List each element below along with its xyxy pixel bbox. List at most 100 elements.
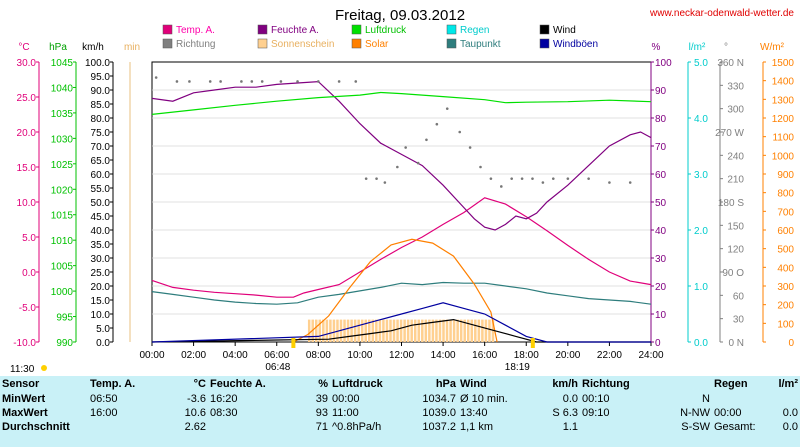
x-tick-label: 12:00 bbox=[389, 350, 414, 361]
direction-point bbox=[587, 177, 590, 180]
sunshine-bar bbox=[470, 319, 474, 342]
wind-axis-tick-label: 55.0 bbox=[91, 184, 111, 195]
temp-axis-tick-label: -5.0 bbox=[19, 303, 37, 314]
humidity-axis-tick-label: 60 bbox=[655, 170, 667, 181]
wind-axis-tick-label: 35.0 bbox=[91, 240, 111, 251]
direction-point bbox=[317, 80, 320, 83]
rain-axis-tick-label: 0.0 bbox=[694, 338, 708, 349]
legend-label: Windböen bbox=[553, 39, 598, 50]
direction-point bbox=[479, 165, 482, 169]
x-tick-label: 02:00 bbox=[181, 350, 206, 361]
sunshine-bar bbox=[452, 319, 456, 342]
sunshine-bar bbox=[481, 319, 484, 342]
stats-row-max: MaxWert 16:00 10.6 08:30 93 11:00 1039.0… bbox=[0, 406, 800, 420]
humidity-axis-tick-label: 90 bbox=[655, 86, 667, 97]
sunshine-bar bbox=[410, 319, 413, 342]
x-tick-label: 06:00 bbox=[264, 350, 289, 361]
cell-wind-value: S 6.3 bbox=[552, 407, 578, 419]
wind-axis-tick-label: 5.0 bbox=[96, 324, 110, 335]
direction-point bbox=[354, 80, 358, 83]
wind-axis-tick-label: 95.0 bbox=[91, 72, 111, 83]
solar-axis-tick-label: 500 bbox=[777, 245, 794, 256]
sunset-label: 18:19 bbox=[505, 362, 530, 373]
wind-axis-tick-label: 25.0 bbox=[91, 268, 111, 279]
direction-axis-tick-label: 360 N bbox=[717, 58, 744, 69]
pressure-axis-tick-label: 1020 bbox=[51, 185, 74, 196]
pressure-axis-tick-label: 1040 bbox=[51, 83, 74, 94]
legend-label: Taupunkt bbox=[460, 39, 501, 50]
series-line-luftdruck bbox=[151, 91, 652, 115]
sunshine-bar bbox=[307, 319, 311, 342]
row-label: MaxWert bbox=[2, 407, 48, 419]
pressure-axis-tick-label: 1025 bbox=[51, 160, 74, 171]
cell-temp-time: 16:00 bbox=[90, 407, 118, 419]
temp-axis-tick-label: 25.0 bbox=[17, 93, 37, 104]
cell-humidity-time: 08:30 bbox=[210, 407, 238, 419]
cell-temp-value: 2.62 bbox=[184, 421, 206, 433]
solar-axis-tick-label: 1100 bbox=[772, 133, 794, 144]
sunrise-label: 06:48 bbox=[265, 362, 290, 373]
cell-direction-value: S-SW bbox=[681, 421, 710, 433]
sunshine-bar bbox=[477, 319, 481, 342]
x-tick-label: 20:00 bbox=[555, 350, 580, 361]
stats-header-row: Sensor Temp. A. °C Feuchte A. % Luftdruc… bbox=[0, 376, 800, 392]
cell-pressure-trend: ^0.8hPa/h bbox=[332, 421, 382, 433]
axis-unit-temp: °C bbox=[18, 42, 29, 53]
direction-point bbox=[404, 146, 407, 149]
cell-rain-value: 0.0 bbox=[782, 407, 798, 419]
sunshine-bar bbox=[438, 319, 442, 342]
direction-point bbox=[154, 76, 158, 79]
wind-axis-tick-label: 15.0 bbox=[91, 296, 111, 307]
cell-wind-time: Ø 10 min. bbox=[460, 393, 508, 405]
sunshine-bar bbox=[357, 319, 360, 342]
sunshine-bar bbox=[466, 319, 470, 342]
cell-direction-value: N-NW bbox=[680, 407, 710, 419]
series-line-solar bbox=[293, 238, 498, 343]
sunshine-bar bbox=[445, 319, 449, 342]
humidity-axis-tick-label: 40 bbox=[655, 226, 667, 237]
legend-label: Luftdruck bbox=[365, 25, 407, 36]
direction-point bbox=[566, 177, 570, 180]
temp-axis-tick-label: 15.0 bbox=[17, 163, 37, 174]
wind-axis-tick-label: 0.0 bbox=[96, 338, 110, 349]
direction-axis-tick-label: 240 bbox=[727, 151, 744, 162]
hdr-pressure: Luftdruck bbox=[332, 378, 383, 390]
cell-pressure-time: 11:00 bbox=[332, 407, 359, 419]
humidity-axis-tick-label: 10 bbox=[655, 310, 667, 321]
cell-rain-label: Gesamt: bbox=[714, 421, 756, 433]
sunshine-bar bbox=[332, 319, 336, 342]
pressure-axis-tick-label: 1010 bbox=[51, 236, 74, 247]
stats-table: Sensor Temp. A. °C Feuchte A. % Luftdruc… bbox=[0, 376, 800, 434]
sunshine-bar bbox=[378, 319, 382, 342]
direction-point bbox=[445, 107, 449, 110]
cell-temp-time bbox=[88, 420, 150, 434]
direction-point bbox=[468, 146, 472, 149]
hdr-rain-unit: l/m² bbox=[778, 378, 798, 390]
direction-point bbox=[531, 177, 534, 180]
direction-point bbox=[510, 177, 513, 180]
sunshine-bar bbox=[403, 319, 406, 342]
cell-direction-time: 09:10 bbox=[582, 407, 610, 419]
pressure-axis-tick-label: 1015 bbox=[51, 211, 74, 222]
series-line-wind bbox=[151, 318, 651, 343]
direction-point bbox=[489, 177, 493, 180]
direction-axis-tick-label: 150 bbox=[727, 221, 744, 232]
sunshine-bar bbox=[488, 319, 491, 342]
legend-swatch bbox=[351, 38, 362, 49]
sunshine-bar bbox=[364, 319, 367, 342]
pressure-axis-tick-label: 995 bbox=[56, 313, 73, 324]
direction-point bbox=[219, 80, 222, 83]
pressure-axis-tick-label: 1030 bbox=[51, 134, 74, 145]
chart-title: Freitag, 09.03.2012 bbox=[335, 7, 465, 24]
sunshine-bar bbox=[459, 319, 463, 342]
direction-point bbox=[541, 181, 545, 184]
cell-temp-value: -3.6 bbox=[187, 393, 206, 405]
sun-icon bbox=[41, 365, 47, 371]
cell-wind-time: 13:40 bbox=[460, 407, 488, 419]
weather-chart: Freitag, 09.03.2012 www.neckar-odenwald-w… bbox=[10, 7, 794, 375]
cell-rain-time: 00:00 bbox=[714, 407, 742, 419]
hdr-temp: Temp. A. bbox=[90, 378, 136, 390]
direction-point bbox=[551, 177, 555, 180]
direction-point bbox=[435, 122, 439, 126]
rain-axis-tick-label: 3.0 bbox=[694, 170, 708, 181]
